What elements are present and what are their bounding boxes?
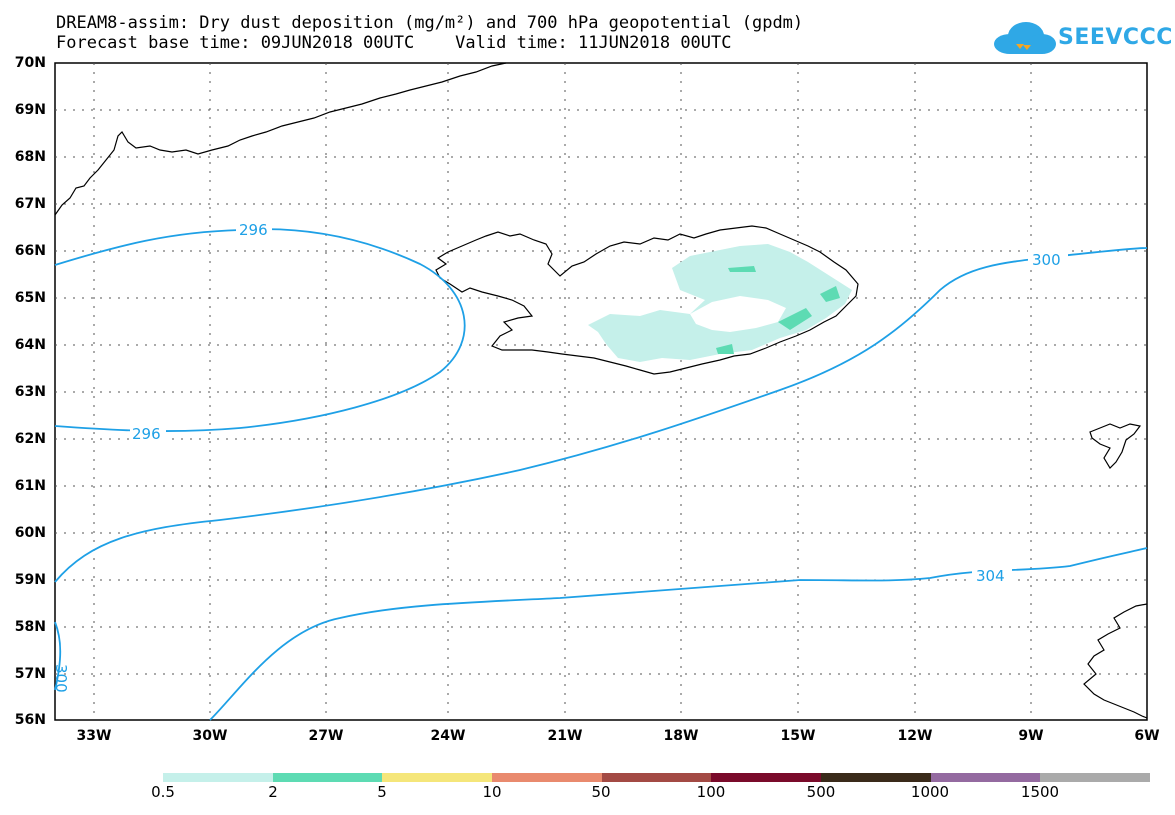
- contour-296-upper: [54, 228, 466, 432]
- lon-label: 30W: [192, 728, 228, 744]
- chart-title: DREAM8-assim: Dry dust deposition (mg/m²…: [56, 13, 804, 33]
- contour-label-300-left: 300: [52, 664, 70, 693]
- lon-label: 6W: [1134, 728, 1160, 744]
- colorbar-label: 5: [377, 783, 387, 801]
- lat-label: 69N: [14, 102, 46, 118]
- lon-label: 33W: [76, 728, 112, 744]
- contour-label-296-top: 296: [239, 221, 268, 239]
- lat-label: 61N: [14, 478, 46, 494]
- colorbar-label: 2: [268, 783, 278, 801]
- colorbar-label: 0.5: [151, 783, 175, 801]
- colorbar-segment: [163, 773, 273, 782]
- graticule: [55, 63, 1147, 720]
- colorbar-segment: [1040, 773, 1151, 782]
- dust-area-medium: [778, 308, 812, 330]
- lat-label: 62N: [14, 431, 46, 447]
- colorbar-segment: [711, 773, 822, 782]
- lon-label: 18W: [663, 728, 699, 744]
- lat-label: 57N: [14, 666, 46, 682]
- contour-304: [209, 547, 1148, 721]
- cloud-icon: [994, 22, 1056, 54]
- colorbar-label: 100: [696, 783, 726, 801]
- lon-label: 12W: [897, 728, 933, 744]
- contour-label-296-bottom: 296: [132, 425, 161, 443]
- scotland-coastline: [1083, 603, 1148, 719]
- lon-label: 27W: [308, 728, 344, 744]
- colorbar-segment: [930, 773, 1041, 782]
- seevccc-logo: [994, 22, 1056, 54]
- colorbar-segment: [601, 773, 712, 782]
- lat-label: 59N: [14, 572, 46, 588]
- colorbar-label: 10: [482, 783, 502, 801]
- lon-label: 21W: [547, 728, 583, 744]
- contour-label-300: 300: [1032, 251, 1061, 269]
- lat-label: 65N: [14, 290, 46, 306]
- contour-label-304: 304: [976, 567, 1005, 585]
- logo-text: SEEVCCC: [1058, 25, 1173, 50]
- lat-label: 66N: [14, 243, 46, 259]
- dust-area-medium: [716, 344, 734, 354]
- contour-labels: 296 296 300 304 300: [52, 220, 1068, 693]
- contour-300: [54, 247, 1148, 583]
- colorbar: [163, 773, 1151, 782]
- colorbar-segment: [272, 773, 383, 782]
- faroe-islands-coastline: [1089, 423, 1142, 469]
- dust-deposition-shading: [588, 244, 852, 362]
- dust-area-medium: [820, 286, 840, 302]
- lat-label: 58N: [14, 619, 46, 635]
- colorbar-label: 50: [591, 783, 611, 801]
- greenland-coastline: [54, 62, 507, 216]
- contour-300-left: [54, 621, 62, 691]
- dust-area-white: [690, 296, 786, 332]
- lat-label: 68N: [14, 149, 46, 165]
- chart-subtitle: Forecast base time: 09JUN2018 00UTC Vali…: [56, 33, 732, 53]
- dust-area-medium: [728, 266, 756, 272]
- lat-label: 64N: [14, 337, 46, 353]
- lon-label: 9W: [1018, 728, 1044, 744]
- colorbar-segment: [821, 773, 931, 782]
- colorbar-label: 500: [806, 783, 836, 801]
- lon-label: 24W: [430, 728, 466, 744]
- lon-label: 15W: [780, 728, 816, 744]
- colorbar-segment: [492, 773, 602, 782]
- lat-label: 56N: [14, 712, 46, 728]
- lat-label: 63N: [14, 384, 46, 400]
- geopotential-contours: [54, 228, 1148, 721]
- lat-label: 60N: [14, 525, 46, 541]
- colorbar-label: 1500: [1020, 783, 1060, 801]
- colorbar-label: 1000: [910, 783, 950, 801]
- colorbar-segment: [382, 773, 493, 782]
- lat-label: 70N: [14, 55, 46, 71]
- lat-label: 67N: [14, 196, 46, 212]
